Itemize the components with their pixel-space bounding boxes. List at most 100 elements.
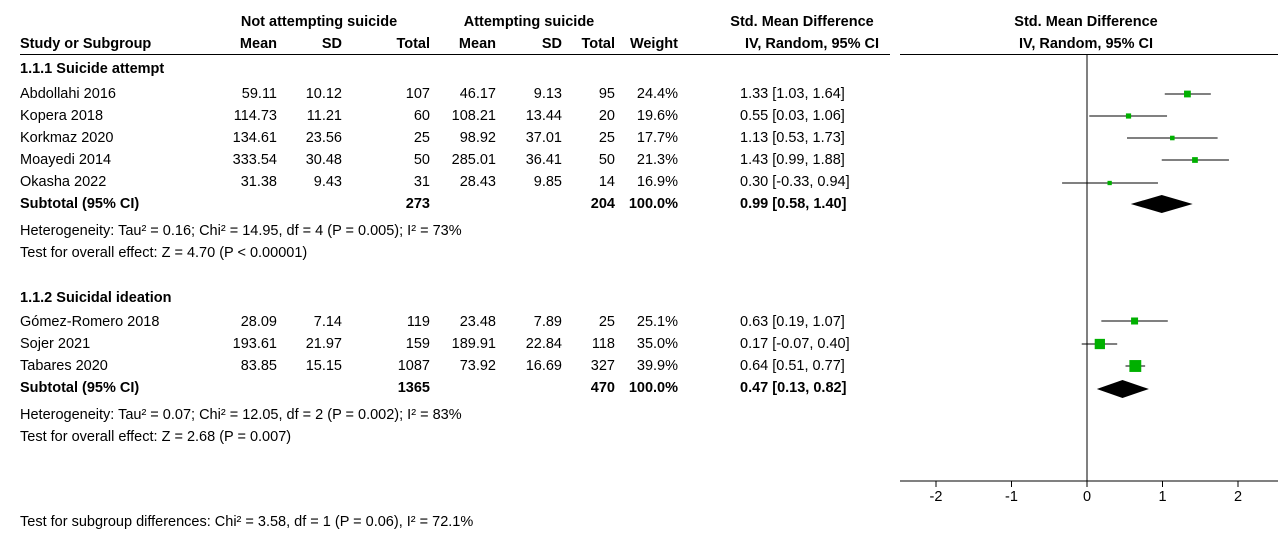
cell-sd2: 9.85 <box>533 174 562 190</box>
study-marker <box>1170 135 1175 141</box>
study-name: Tabares 2020 <box>20 358 108 374</box>
cell-weight: 17.7% <box>636 130 678 146</box>
x-tick-label: -2 <box>930 489 943 505</box>
statistics-text: Heterogeneity: Tau² = 0.07; Chi² = 12.05… <box>20 407 462 423</box>
cell-sd1: 23.56 <box>305 130 342 146</box>
cell-ci: 0.30 [-0.33, 0.94] <box>740 174 850 190</box>
cell-weight: 35.0% <box>636 336 678 352</box>
col-plot-sub-header: IV, Random, 95% CI <box>1018 36 1154 52</box>
study-name: Abdollahi 2016 <box>20 86 116 102</box>
col-mean2-header: Mean <box>458 36 496 52</box>
cell-ci: 0.47 [0.13, 0.82] <box>740 380 847 396</box>
cell-weight: 21.3% <box>636 152 678 168</box>
plot-header-rule <box>900 54 1278 55</box>
cell-ci: 1.33 [1.03, 1.64] <box>740 86 845 102</box>
study-marker <box>1129 360 1142 372</box>
cell-total2: 204 <box>590 196 615 212</box>
subtotal-diamond <box>1096 380 1149 398</box>
cell-sd2: 9.13 <box>533 86 562 102</box>
cell-total2: 14 <box>598 174 615 190</box>
cell-sd1: 15.15 <box>305 358 342 374</box>
study-name: Okasha 2022 <box>20 174 107 190</box>
cell-sd2: 36.41 <box>525 152 562 168</box>
statistics-text: Heterogeneity: Tau² = 0.16; Chi² = 14.95… <box>20 223 462 239</box>
cell-mean2: 46.17 <box>459 86 496 102</box>
cell-total2: 50 <box>598 152 615 168</box>
cell-total2: 20 <box>598 108 615 124</box>
subtotal-label: Subtotal (95% CI) <box>20 380 140 396</box>
cell-mean2: 108.21 <box>451 108 496 124</box>
cell-total1: 119 <box>406 314 430 330</box>
study-marker <box>1184 90 1191 98</box>
cell-total2: 327 <box>590 358 615 374</box>
cell-mean2: 189.91 <box>451 336 496 352</box>
cell-mean1: 333.54 <box>232 152 277 168</box>
cell-weight: 24.4% <box>636 86 678 102</box>
plot-header: Std. Mean Difference <box>1014 14 1158 30</box>
cell-total2: 95 <box>598 86 615 102</box>
cell-mean2: 98.92 <box>459 130 496 146</box>
cell-ci: 1.13 [0.53, 1.73] <box>740 130 845 146</box>
cell-ci: 1.43 [0.99, 1.88] <box>740 152 845 168</box>
study-marker <box>1131 317 1139 325</box>
x-tick-label: 2 <box>1234 489 1242 505</box>
subgroup-test: Test for subgroup differences: Chi² = 3.… <box>20 514 474 530</box>
cell-total1: 273 <box>405 196 430 212</box>
cell-sd2: 16.69 <box>525 358 562 374</box>
cell-ci: 0.63 [0.19, 1.07] <box>740 314 845 330</box>
cell-weight: 16.9% <box>636 174 678 190</box>
study-name: Moayedi 2014 <box>20 152 112 168</box>
col-sd2-header: SD <box>541 36 562 52</box>
study-name: Sojer 2021 <box>20 336 91 352</box>
subtotal-label: Subtotal (95% CI) <box>20 196 140 212</box>
cell-total1: 107 <box>405 86 430 102</box>
cell-mean2: 73.92 <box>459 358 496 374</box>
cell-total1: 50 <box>413 152 430 168</box>
group1-header: Not attempting suicide <box>240 14 398 30</box>
cell-total1: 1087 <box>397 358 430 374</box>
cell-mean2: 23.48 <box>459 314 496 330</box>
cell-total1: 31 <box>413 174 430 190</box>
study-name: Kopera 2018 <box>20 108 104 124</box>
cell-mean1: 59.11 <box>241 86 277 102</box>
cell-sd2: 22.84 <box>525 336 562 352</box>
cell-weight: 25.1% <box>636 314 678 330</box>
study-name: Korkmaz 2020 <box>20 130 114 146</box>
col-sd1-header: SD <box>321 36 342 52</box>
subtotal-diamond <box>1130 195 1193 213</box>
col-study-header: Study or Subgroup <box>20 36 152 52</box>
cell-weight: 100.0% <box>628 196 678 212</box>
x-tick-label: -1 <box>1005 489 1018 505</box>
cell-ci: 0.99 [0.58, 1.40] <box>740 196 847 212</box>
cell-sd1: 7.14 <box>313 314 342 330</box>
cell-mean2: 285.01 <box>451 152 496 168</box>
study-name: Gómez-Romero 2018 <box>20 314 160 330</box>
cell-mean1: 31.38 <box>240 174 277 190</box>
cell-mean1: 114.73 <box>233 108 277 124</box>
subgroup-heading: 1.1.1 Suicide attempt <box>20 61 165 77</box>
col-weight-header: Weight <box>629 36 678 52</box>
study-marker <box>1192 157 1198 163</box>
cell-sd2: 13.44 <box>525 108 562 124</box>
cell-total1: 1365 <box>397 380 430 396</box>
x-tick-label: 1 <box>1158 489 1166 505</box>
statistics-text: Test for overall effect: Z = 2.68 (P = 0… <box>20 429 292 445</box>
cell-total1: 60 <box>413 108 430 124</box>
cell-total2: 25 <box>598 130 615 146</box>
col-total1-header: Total <box>396 36 430 52</box>
statistics-text: Test for overall effect: Z = 4.70 (P < 0… <box>20 245 308 261</box>
cell-ci: 0.64 [0.51, 0.77] <box>740 358 845 374</box>
cell-mean1: 83.85 <box>240 358 277 374</box>
cell-mean2: 28.43 <box>459 174 496 190</box>
subgroup-heading: 1.1.2 Suicidal ideation <box>20 290 172 306</box>
cell-mean1: 193.61 <box>232 336 277 352</box>
cell-total1: 159 <box>405 336 430 352</box>
cell-total2: 470 <box>590 380 615 396</box>
cell-sd2: 7.89 <box>533 314 562 330</box>
study-marker <box>1107 180 1112 186</box>
study-marker <box>1125 113 1132 119</box>
header-rule <box>20 54 890 55</box>
cell-total2: 118 <box>591 336 615 352</box>
col-mean1-header: Mean <box>239 36 277 52</box>
